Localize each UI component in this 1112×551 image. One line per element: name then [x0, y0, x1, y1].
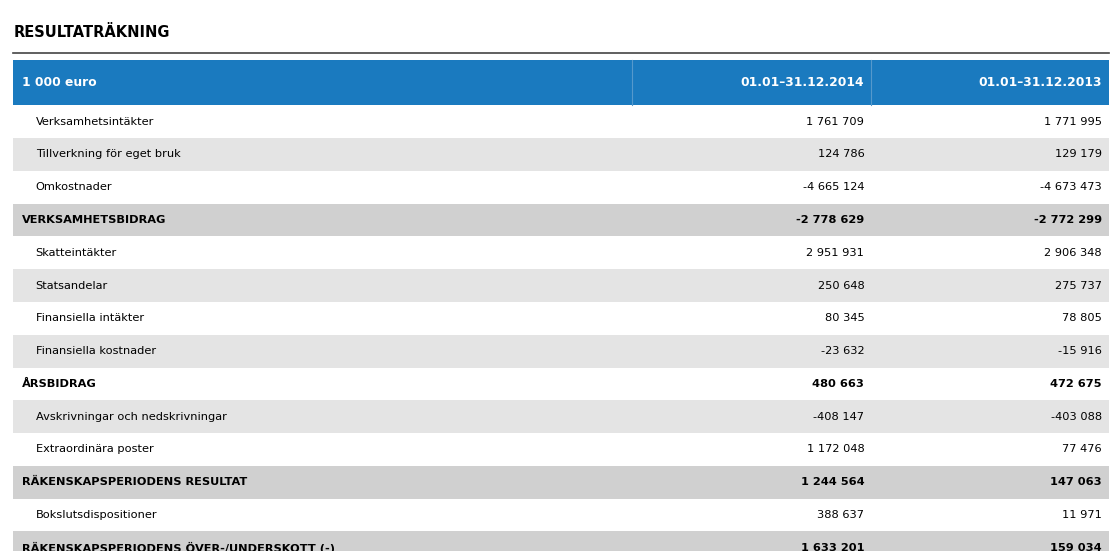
FancyBboxPatch shape	[13, 335, 1109, 368]
FancyBboxPatch shape	[13, 138, 1109, 171]
Text: Statsandelar: Statsandelar	[36, 280, 108, 290]
Text: ÅRSBIDRAG: ÅRSBIDRAG	[22, 379, 97, 389]
Text: Extraordinära poster: Extraordinära poster	[36, 445, 153, 455]
Text: -4 665 124: -4 665 124	[803, 182, 864, 192]
Text: 1 771 995: 1 771 995	[1044, 117, 1102, 127]
Text: 472 675: 472 675	[1051, 379, 1102, 389]
Text: 78 805: 78 805	[1062, 314, 1102, 323]
Text: 275 737: 275 737	[1055, 280, 1102, 290]
FancyBboxPatch shape	[13, 236, 1109, 269]
Text: -23 632: -23 632	[821, 346, 864, 356]
Text: 480 663: 480 663	[813, 379, 864, 389]
Text: 1 172 048: 1 172 048	[806, 445, 864, 455]
Text: 01.01–31.12.2014: 01.01–31.12.2014	[741, 76, 864, 89]
Text: -2 772 299: -2 772 299	[1034, 215, 1102, 225]
Text: -15 916: -15 916	[1059, 346, 1102, 356]
Text: 1 633 201: 1 633 201	[801, 543, 864, 551]
Text: RESULTATRÄKNING: RESULTATRÄKNING	[13, 25, 170, 40]
Text: -408 147: -408 147	[813, 412, 864, 422]
Text: 1 244 564: 1 244 564	[801, 477, 864, 487]
Text: 159 034: 159 034	[1051, 543, 1102, 551]
FancyBboxPatch shape	[13, 401, 1109, 433]
Text: 124 786: 124 786	[817, 149, 864, 159]
Text: 01.01–31.12.2013: 01.01–31.12.2013	[979, 76, 1102, 89]
Text: 129 179: 129 179	[1055, 149, 1102, 159]
FancyBboxPatch shape	[13, 499, 1109, 531]
FancyBboxPatch shape	[13, 368, 1109, 401]
Text: 2 906 348: 2 906 348	[1044, 248, 1102, 258]
Text: -4 673 473: -4 673 473	[1040, 182, 1102, 192]
FancyBboxPatch shape	[13, 531, 1109, 551]
Text: -2 778 629: -2 778 629	[796, 215, 864, 225]
Text: Finansiella kostnader: Finansiella kostnader	[36, 346, 156, 356]
Text: Finansiella intäkter: Finansiella intäkter	[36, 314, 143, 323]
FancyBboxPatch shape	[13, 302, 1109, 335]
Text: VERKSAMHETSBIDRAG: VERKSAMHETSBIDRAG	[22, 215, 167, 225]
Text: Omkostnader: Omkostnader	[36, 182, 112, 192]
Text: Tillverkning för eget bruk: Tillverkning för eget bruk	[36, 149, 180, 159]
FancyBboxPatch shape	[13, 105, 1109, 138]
Text: 2 951 931: 2 951 931	[806, 248, 864, 258]
Text: 1 000 euro: 1 000 euro	[22, 76, 97, 89]
Text: 77 476: 77 476	[1062, 445, 1102, 455]
Text: 11 971: 11 971	[1062, 510, 1102, 520]
Text: Skatteintäkter: Skatteintäkter	[36, 248, 117, 258]
Text: 80 345: 80 345	[825, 314, 864, 323]
Text: 250 648: 250 648	[817, 280, 864, 290]
FancyBboxPatch shape	[13, 60, 1109, 105]
Text: RÄKENSKAPSPERIODENS RESULTAT: RÄKENSKAPSPERIODENS RESULTAT	[22, 477, 248, 487]
FancyBboxPatch shape	[13, 466, 1109, 499]
Text: RÄKENSKAPSPERIODENS ÖVER-/UNDERSKOTT (-): RÄKENSKAPSPERIODENS ÖVER-/UNDERSKOTT (-)	[22, 542, 335, 551]
Text: -403 088: -403 088	[1051, 412, 1102, 422]
Text: 147 063: 147 063	[1051, 477, 1102, 487]
Text: Bokslutsdispositioner: Bokslutsdispositioner	[36, 510, 157, 520]
FancyBboxPatch shape	[13, 433, 1109, 466]
FancyBboxPatch shape	[13, 171, 1109, 204]
Text: Avskrivningar och nedskrivningar: Avskrivningar och nedskrivningar	[36, 412, 227, 422]
Text: 1 761 709: 1 761 709	[806, 117, 864, 127]
Text: Verksamhetsintäkter: Verksamhetsintäkter	[36, 117, 153, 127]
FancyBboxPatch shape	[13, 204, 1109, 236]
FancyBboxPatch shape	[13, 269, 1109, 302]
Text: 388 637: 388 637	[817, 510, 864, 520]
